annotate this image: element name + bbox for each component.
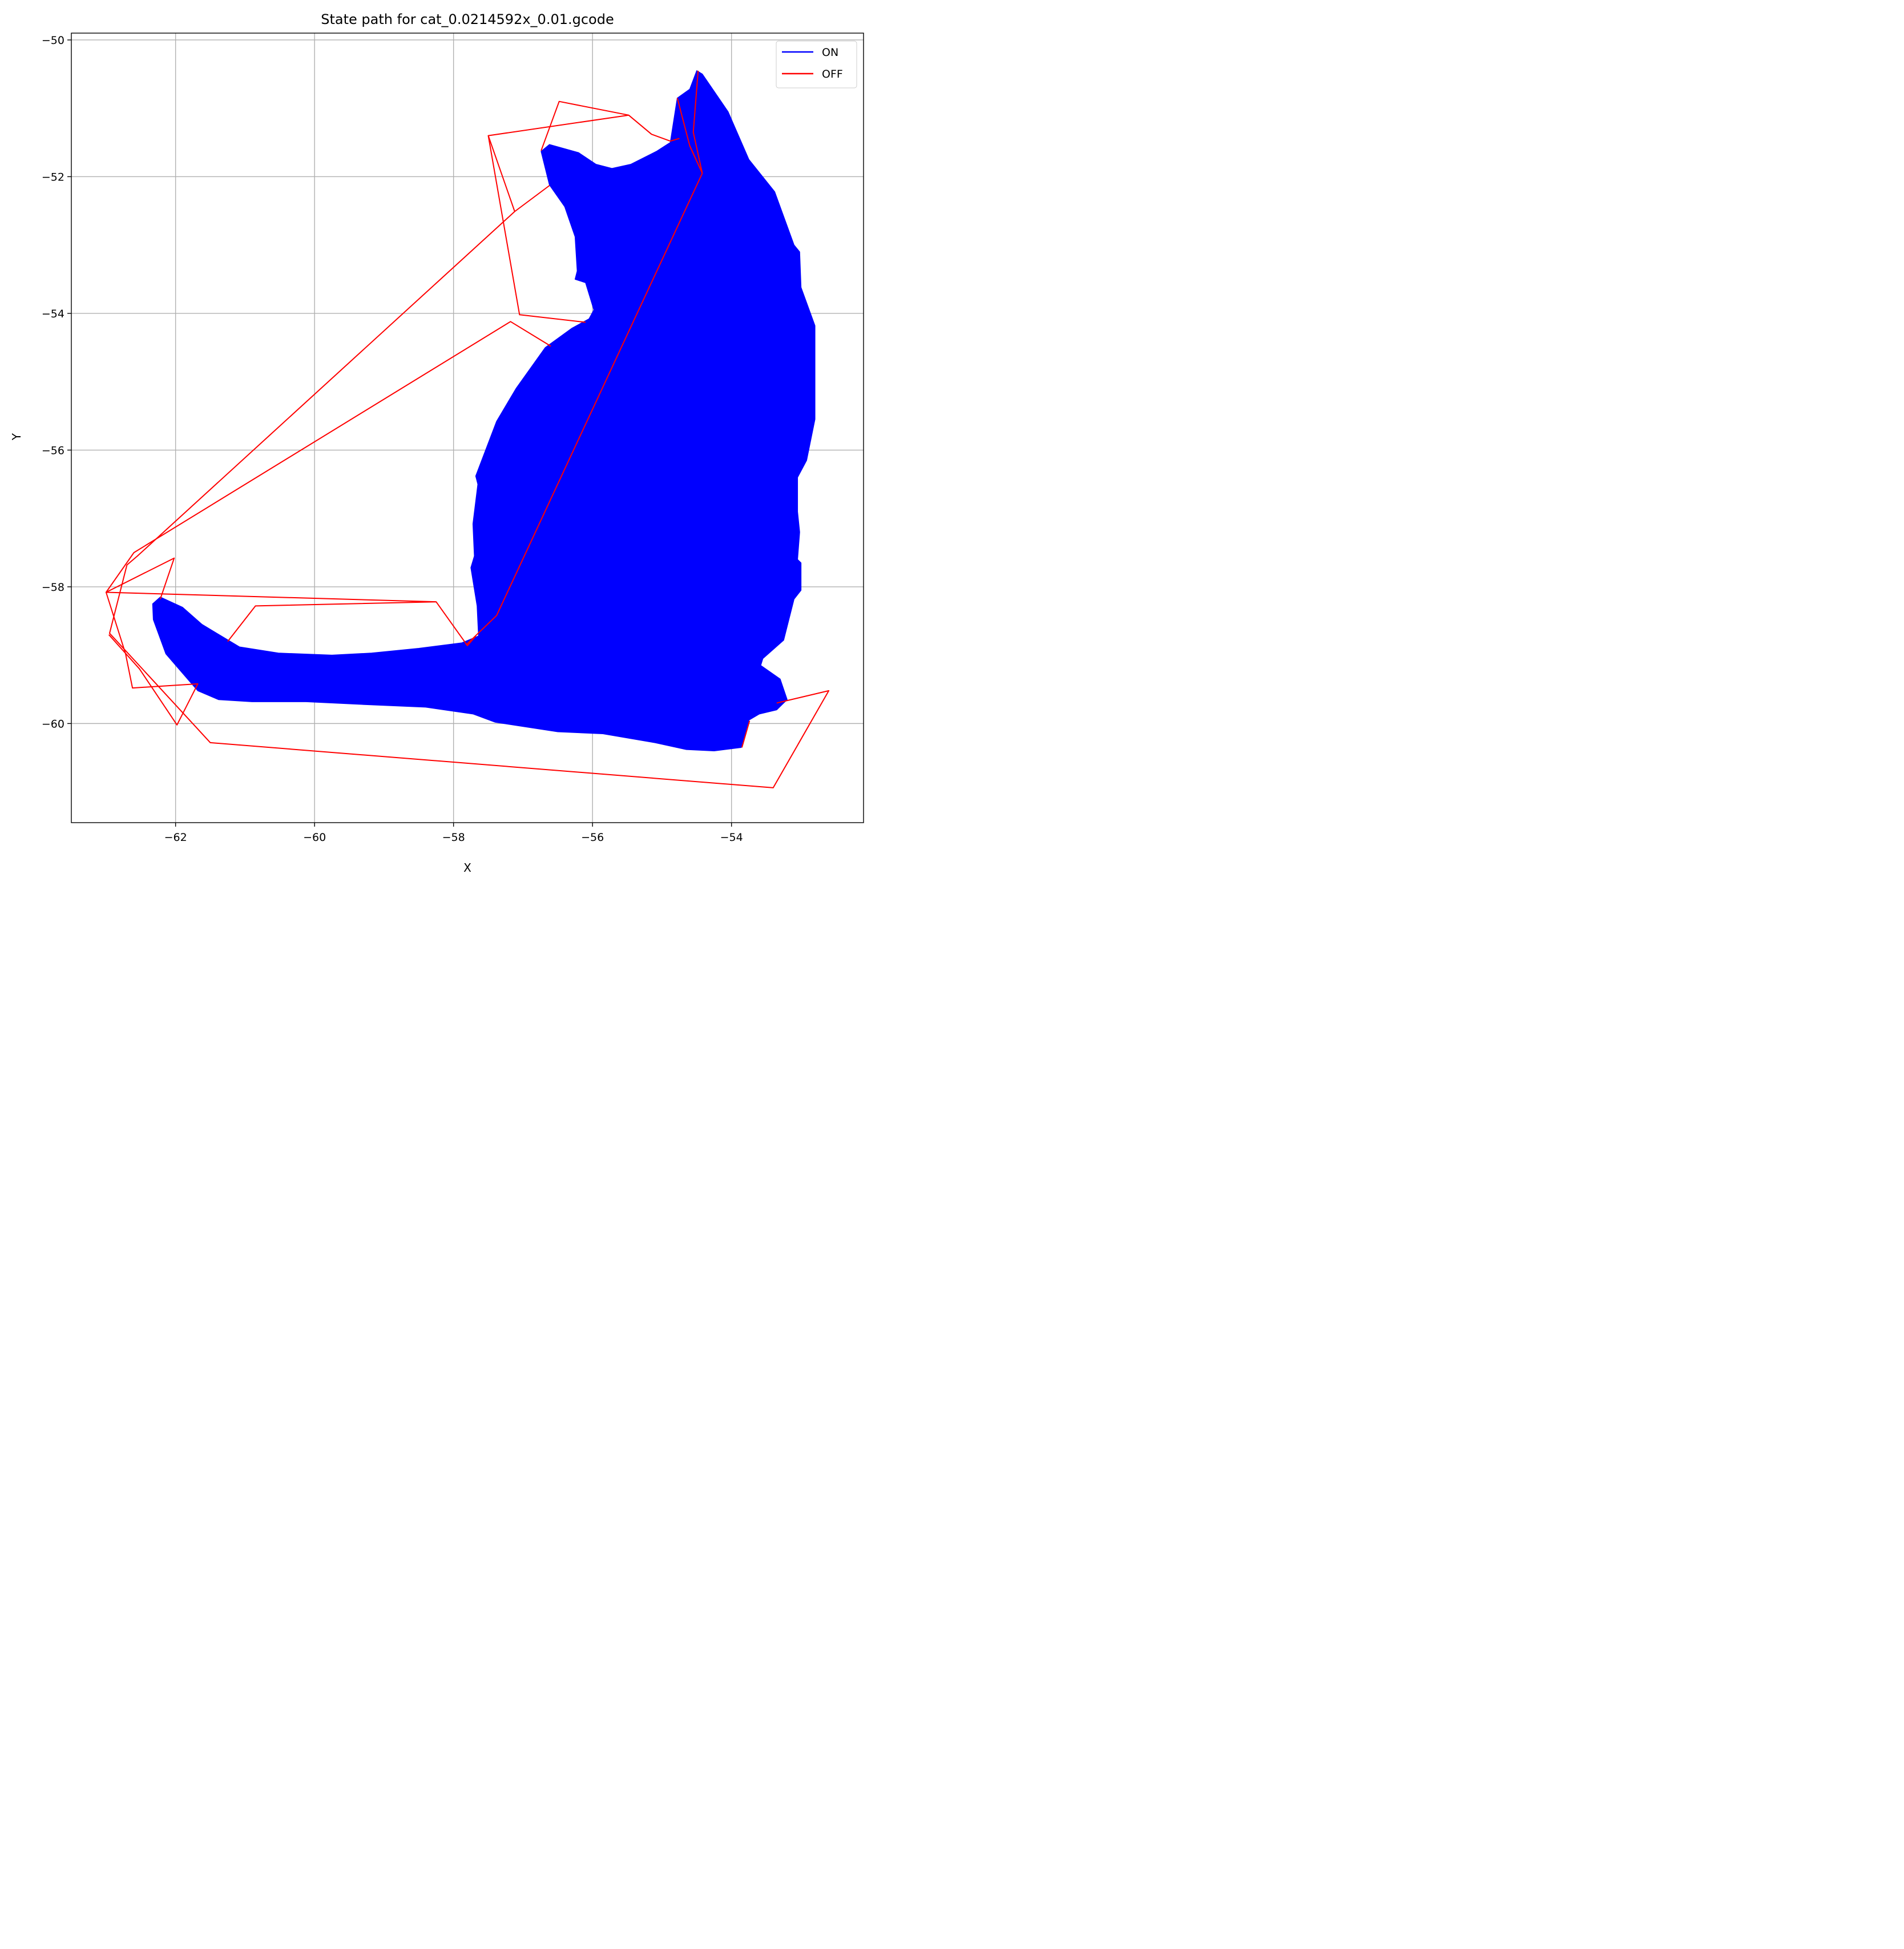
x-tick-label: −62 xyxy=(164,831,187,844)
off-path-line xyxy=(109,114,830,788)
legend: ON OFF xyxy=(776,41,857,88)
y-axis-label: Y xyxy=(10,433,23,441)
off-path-line xyxy=(487,135,586,323)
y-tick-label: −60 xyxy=(42,718,64,730)
off-path-line xyxy=(741,720,751,748)
plot-frame xyxy=(71,33,864,823)
off-path-line xyxy=(227,601,437,642)
legend-box xyxy=(776,41,857,88)
x-tick-label: −58 xyxy=(442,831,465,844)
off-path-line xyxy=(689,70,703,174)
x-axis-label: X xyxy=(463,861,471,875)
axis-ticks: −62 −60 −58 −56 −54 −50 −52 −54 −56 −58 −60 xyxy=(42,34,743,844)
on-path-fill xyxy=(152,70,816,752)
off-path-line xyxy=(105,592,199,726)
x-tick-label: −60 xyxy=(303,831,326,844)
off-path-line xyxy=(106,557,175,599)
chart-figure: −62 −60 −58 −56 −54 −50 −52 −54 −56 −58 −60 State … xyxy=(0,0,877,877)
x-tick-label: −54 xyxy=(720,831,743,844)
chart-title: State path for cat_0.0214592x_0.01.gcode xyxy=(321,11,614,27)
y-tick-label: −54 xyxy=(42,308,64,320)
y-tick-label: −56 xyxy=(42,444,64,457)
legend-label-on: ON xyxy=(822,46,838,59)
plot-data xyxy=(105,70,830,788)
legend-label-off: OFF xyxy=(822,68,843,80)
off-path-line xyxy=(514,185,550,212)
x-tick-label: −56 xyxy=(581,831,604,844)
y-tick-label: −52 xyxy=(42,171,64,183)
y-tick-label: −50 xyxy=(42,34,64,47)
off-path-line xyxy=(540,100,680,151)
y-tick-label: −58 xyxy=(42,581,64,594)
